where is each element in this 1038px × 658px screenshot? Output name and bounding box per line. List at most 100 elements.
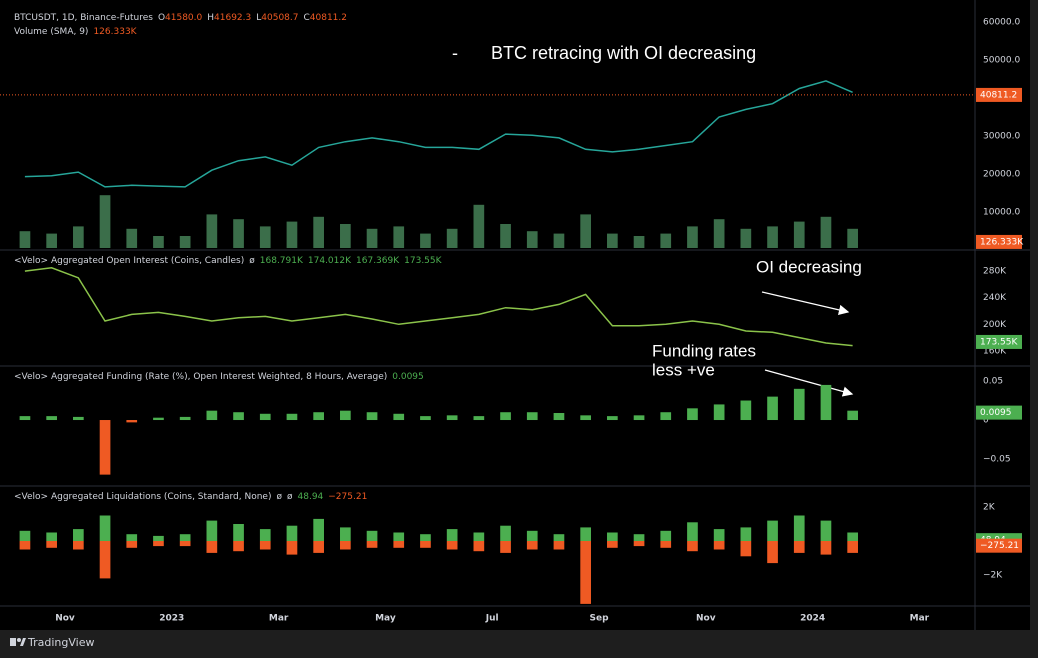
bar xyxy=(820,216,832,248)
bar xyxy=(19,416,31,421)
bar xyxy=(500,224,511,248)
bar xyxy=(233,219,244,248)
line xyxy=(24,267,853,347)
line xyxy=(24,80,853,188)
bar xyxy=(767,520,778,542)
bar xyxy=(633,415,645,421)
bar xyxy=(660,233,672,248)
bar xyxy=(687,541,698,552)
bar xyxy=(313,518,324,542)
value-tag xyxy=(976,234,1022,249)
bar xyxy=(740,527,752,542)
value-tag-label: −275.21 xyxy=(980,541,1019,551)
bar xyxy=(446,529,458,542)
logo xyxy=(10,638,26,646)
legend-symbol: ø xyxy=(287,492,293,502)
bar xyxy=(526,412,538,421)
legend-title: BTCUSDT, 1D, Binance-Futures xyxy=(14,13,153,23)
bar xyxy=(473,541,485,552)
y-tick-label: 0.05 xyxy=(983,377,1003,387)
bar xyxy=(19,530,31,542)
bar xyxy=(19,541,31,550)
legend: <Velo> Aggregated Funding (Rate (%), Ope… xyxy=(14,372,424,382)
value-tag-label: 126.333K xyxy=(980,237,1024,247)
bar xyxy=(446,415,458,421)
legend-key: O xyxy=(158,13,165,23)
legend-value: 48.94 xyxy=(298,492,324,502)
bar xyxy=(286,221,298,248)
bar xyxy=(206,520,218,542)
arrow xyxy=(761,291,850,316)
y-tick-label: −2K xyxy=(983,570,1003,580)
bar xyxy=(607,532,618,542)
bar xyxy=(687,522,698,542)
bar xyxy=(19,231,31,248)
legend: <Velo> Aggregated Open Interest (Coins, … xyxy=(14,256,443,266)
legend-title: <Velo> Aggregated Liquidations (Coins, S… xyxy=(14,492,271,502)
value-tag xyxy=(976,538,1022,553)
bar xyxy=(473,416,485,421)
x-tick-label: Jul xyxy=(485,614,499,624)
arrow xyxy=(764,369,854,397)
legend-value: 40811.2 xyxy=(310,13,347,23)
bar xyxy=(526,231,538,248)
value-tag xyxy=(976,334,1022,349)
value-tag-label: 0.0095 xyxy=(980,408,1012,418)
bar xyxy=(313,216,324,248)
bar xyxy=(73,529,84,542)
bar xyxy=(500,525,511,542)
bar xyxy=(660,530,672,542)
bar xyxy=(259,413,271,421)
bar xyxy=(420,233,431,248)
legend-value: 167.369K xyxy=(356,256,400,266)
legend-value: 168.791K xyxy=(260,256,304,266)
bar xyxy=(340,527,351,542)
bar xyxy=(286,525,298,542)
legend-title: <Velo> Aggregated Open Interest (Coins, … xyxy=(14,256,244,266)
bar xyxy=(420,534,431,542)
bar xyxy=(153,417,164,421)
annotation: OI decreasing xyxy=(756,257,862,276)
bar xyxy=(206,214,218,248)
bar xyxy=(633,541,645,547)
legend-value: 41692.3 xyxy=(214,13,251,23)
bar xyxy=(500,412,511,421)
x-tick-label: 2023 xyxy=(159,614,184,624)
bar xyxy=(126,420,138,423)
bar xyxy=(99,420,111,475)
bar xyxy=(153,535,164,542)
y-tick-label: 60000.0 xyxy=(983,18,1020,28)
bar xyxy=(366,412,378,421)
bar xyxy=(687,408,698,421)
branding: TradingView xyxy=(27,636,94,649)
x-tick-label: Mar xyxy=(910,614,930,624)
legend: BTCUSDT, 1D, Binance-Futures O41580.0 H416… xyxy=(14,13,347,23)
bar xyxy=(233,412,244,421)
y-tick-label: 0 xyxy=(983,416,989,426)
bar xyxy=(73,541,84,550)
legend-value: 41580.0 xyxy=(165,13,202,23)
bar xyxy=(580,527,591,542)
annotation: less +ve xyxy=(652,360,715,379)
value-tag-label: 173.55K xyxy=(980,337,1018,347)
x-tick-label: Mar xyxy=(269,614,289,624)
legend-key: H xyxy=(207,13,214,23)
bar xyxy=(473,532,485,542)
bar xyxy=(259,529,271,542)
bar xyxy=(500,541,511,553)
bar xyxy=(553,233,565,248)
bar xyxy=(420,541,431,548)
value-tag xyxy=(976,87,1022,102)
bar xyxy=(847,410,858,421)
x-tick-label: May xyxy=(375,614,396,624)
bar xyxy=(259,541,271,550)
bar xyxy=(340,410,351,421)
bar xyxy=(713,529,725,542)
bar xyxy=(767,541,778,564)
bar xyxy=(366,530,378,542)
legend-title: Volume (SMA, 9) xyxy=(14,27,88,37)
bar xyxy=(446,228,458,248)
legend-value: 174.012K xyxy=(308,256,352,266)
bar xyxy=(633,236,645,248)
